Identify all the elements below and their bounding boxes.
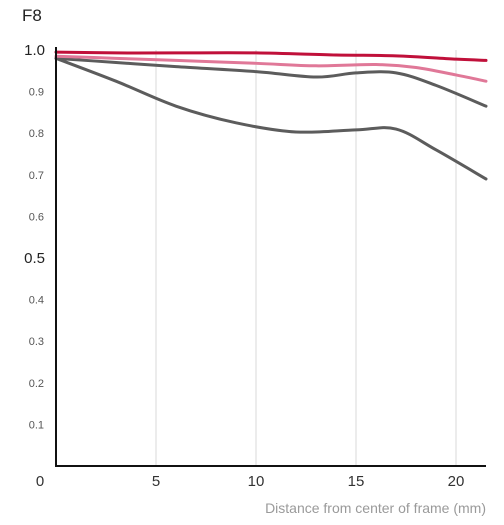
x-axis-ticks: 0 5 10 15 20 (36, 473, 465, 490)
series-line-3 (54, 56, 488, 181)
y-tick-label-1: 0.2 (29, 378, 44, 390)
x-tick-label-3: 15 (348, 473, 365, 490)
y-tick-label-6: 0.7 (29, 170, 44, 182)
x-axis-label: Distance from center of frame (mm) (265, 500, 486, 516)
y-tick-label-0: 0.1 (29, 419, 44, 431)
y-tick-label-2: 0.3 (29, 336, 44, 348)
x-tick-label-2: 10 (248, 473, 265, 490)
y-tick-label-7: 0.8 (29, 128, 44, 140)
x-tick-label-0: 0 (36, 473, 44, 490)
series-lines (54, 50, 488, 181)
y-tick-label-9: 1.0 (24, 42, 45, 59)
series-line-1 (54, 54, 488, 83)
y-tick-label-5: 0.6 (29, 211, 44, 223)
y-tick-label-3: 0.4 (29, 295, 44, 307)
series-line-2 (54, 56, 488, 108)
grid (155, 50, 457, 466)
y-tick-label-8: 0.9 (29, 87, 44, 99)
series-line-0 (54, 50, 488, 62)
chart-title: F8 (22, 6, 42, 25)
x-tick-label-4: 20 (448, 473, 465, 490)
y-tick-label-4: 0.5 (24, 250, 45, 267)
x-tick-label-1: 5 (152, 473, 160, 490)
y-axis-ticks: 0.1 0.2 0.3 0.4 0.5 0.6 0.7 0.8 0.9 1.0 (24, 42, 45, 431)
